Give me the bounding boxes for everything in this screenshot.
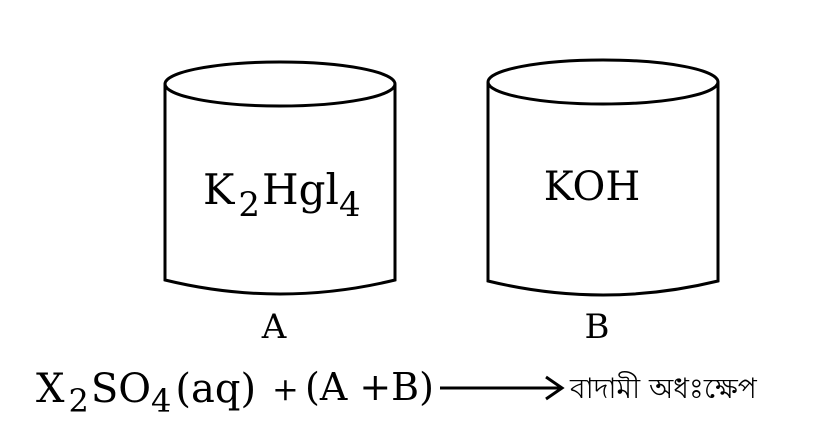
reaction-equation: X 2SO4 (aq) + (A +B) বাদামী অধঃক্ষেপ <box>36 365 758 420</box>
mixture-label: (A +B) <box>305 365 434 409</box>
container-b-formula: KOH <box>544 164 640 210</box>
container-b-label: B <box>585 307 610 347</box>
container-a: K 2Hgl4 A <box>163 60 397 347</box>
arrow-head <box>545 375 565 401</box>
container-b-top <box>486 58 720 106</box>
container-a-label: A <box>261 307 287 347</box>
container-a-top <box>163 60 397 108</box>
reactant-formula: X 2SO4 (aq) <box>36 366 256 420</box>
container-a-formula: K 2Hgl4 <box>203 165 361 225</box>
container-b: KOH B <box>486 58 720 347</box>
plus-sign: + <box>272 370 299 408</box>
container-a-body <box>163 84 397 296</box>
product-label: বাদামী অধঃক্ষেপ <box>569 371 758 405</box>
container-b-body <box>486 82 720 297</box>
